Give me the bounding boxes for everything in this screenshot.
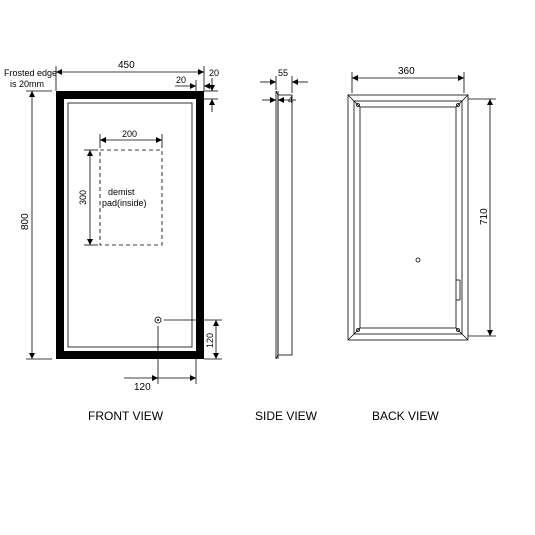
svg-text:120: 120 bbox=[134, 382, 151, 393]
back-outer bbox=[348, 95, 468, 340]
svg-text:450: 450 bbox=[118, 60, 135, 71]
svg-text:300: 300 bbox=[78, 190, 88, 205]
side-body bbox=[278, 95, 292, 355]
dim-edge-20h: 20 bbox=[204, 68, 219, 112]
svg-text:360: 360 bbox=[398, 66, 415, 77]
back-inner bbox=[360, 107, 456, 328]
dim-300: 300 bbox=[78, 150, 98, 245]
note-line1: Frosted edge bbox=[4, 68, 57, 78]
technical-drawing: demist pad(inside) 450 20 bbox=[0, 0, 535, 535]
dim-200: 200 bbox=[100, 129, 162, 148]
dim-120x: 120 bbox=[124, 326, 196, 393]
side-view: 55 4 SIDE VIEW bbox=[255, 68, 318, 423]
front-view: demist pad(inside) 450 20 bbox=[4, 60, 222, 423]
dim-360: 360 bbox=[352, 66, 464, 93]
pad-label-1: demist bbox=[108, 187, 135, 197]
back-view: 360 710 BACK VIEW bbox=[348, 66, 496, 423]
dim-800: 800 bbox=[20, 91, 52, 359]
pad-label-2: pad(inside) bbox=[102, 198, 147, 208]
svg-text:800: 800 bbox=[20, 213, 31, 230]
dim-710: 710 bbox=[468, 99, 496, 336]
svg-text:55: 55 bbox=[278, 68, 288, 78]
front-label: FRONT VIEW bbox=[88, 409, 164, 423]
svg-text:710: 710 bbox=[479, 208, 490, 225]
side-label: SIDE VIEW bbox=[255, 409, 318, 423]
svg-text:4: 4 bbox=[288, 95, 293, 105]
svg-text:120: 120 bbox=[205, 333, 215, 348]
svg-text:20: 20 bbox=[209, 68, 219, 78]
svg-text:20: 20 bbox=[176, 75, 186, 85]
dim-55: 55 bbox=[260, 68, 308, 93]
dim-4: 4 bbox=[262, 95, 296, 105]
svg-text:200: 200 bbox=[122, 129, 137, 139]
back-label: BACK VIEW bbox=[372, 409, 439, 423]
note-line2: is 20mm bbox=[10, 79, 44, 89]
